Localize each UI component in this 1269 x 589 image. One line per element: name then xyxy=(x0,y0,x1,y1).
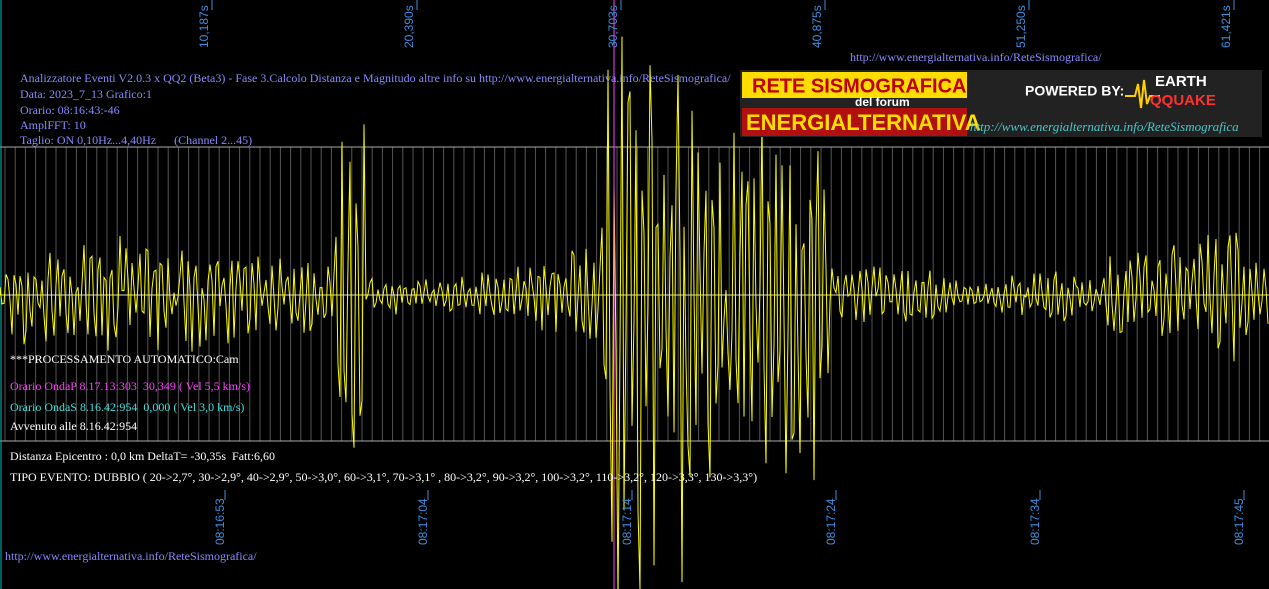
top-time-label: 30,703s xyxy=(606,5,620,48)
top-time-label: 10,187s xyxy=(197,5,211,48)
top-time-label: 51,250s xyxy=(1014,5,1028,48)
logo-url: http://www.energialternativa.info/ReteSi… xyxy=(970,119,1239,134)
logo-title: RETE SISMOGRAFICA xyxy=(752,75,966,97)
logo-band xyxy=(742,72,967,98)
info-line: AmplFFT: 10 xyxy=(20,118,86,132)
info-line: Analizzatore Eventi V2.0.3 x QQ2 (Beta3)… xyxy=(20,71,731,85)
top-url: http://www.energialternativa.info/ReteSi… xyxy=(850,50,1102,64)
time-ticks: 10,187s 20,390s 30,703s 40,875s 51,250s 61,42… xyxy=(197,0,1246,545)
bottom-time-label: 08:17:45 xyxy=(1232,498,1246,545)
bottom-time-label: 08:17:14 xyxy=(620,498,634,545)
top-time-label: 20,390s xyxy=(402,5,416,48)
avvenuto: Avvenuto alle 8.16.42:954 xyxy=(10,419,137,433)
logo-brand: EARTH xyxy=(1155,73,1207,90)
bottom-time-label: 08:17:34 xyxy=(1028,498,1042,545)
info-line: Taglio: ON 0,10Hz...4,40Hz (Channel 2...… xyxy=(20,133,252,147)
logo-subtitle: del forum xyxy=(855,95,910,109)
info-line: Orario: 08:16:43:-46 xyxy=(20,103,120,117)
tipo-evento: TIPO EVENTO: DUBBIO ( 20->2,7°, 30->2,9°… xyxy=(10,470,757,484)
logo-band xyxy=(742,108,967,136)
processing: ***PROCESSAMENTO AUTOMATICO:Cam xyxy=(10,352,239,366)
onda-s: Orario OndaS 8.16.42:954 0,000 ( Vel 3,0… xyxy=(10,400,244,414)
bottom-time-label: 08:17:24 xyxy=(824,498,838,545)
waveform xyxy=(0,36,1269,589)
bottom-time-label: 08:16:53 xyxy=(213,498,227,545)
logo-wave xyxy=(1125,79,1160,109)
top-time-label: 40,875s xyxy=(810,5,824,48)
logo-brand: QQUAKE xyxy=(1150,92,1216,109)
top-time-label: 61,421s xyxy=(1219,5,1233,48)
bottom-url: http://www.energialternativa.info/ReteSi… xyxy=(5,549,257,563)
logo-name: ENERGIALTERNATIVA xyxy=(746,110,981,135)
distanza: Distanza Epicentro : 0,0 km DeltaT= -30,… xyxy=(10,449,275,463)
logo-powered: POWERED BY: xyxy=(1025,83,1124,99)
info-line: Data: 2023_7_13 Grafico:1 xyxy=(20,87,152,101)
onda-p: Orario OndaP 8.17.13:303 30,349 ( Vel 5,… xyxy=(10,379,250,393)
logo: RETE SISMOGRAFICA del forum ENERGIALTERN… xyxy=(740,70,1262,137)
bottom-time-label: 08:17:04 xyxy=(416,498,430,545)
